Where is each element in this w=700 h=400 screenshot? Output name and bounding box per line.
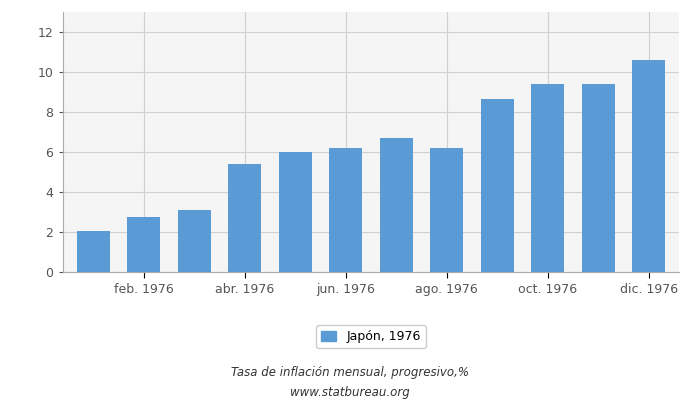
Legend: Japón, 1976: Japón, 1976: [316, 325, 426, 348]
Bar: [430, 148, 463, 272]
Bar: [127, 217, 160, 272]
Bar: [380, 138, 413, 272]
Bar: [228, 164, 261, 272]
Bar: [481, 99, 514, 272]
Bar: [582, 84, 615, 272]
Bar: [632, 60, 665, 272]
Bar: [279, 152, 312, 272]
Bar: [329, 148, 362, 272]
Bar: [77, 231, 110, 272]
Text: Tasa de inflación mensual, progresivo,%: Tasa de inflación mensual, progresivo,%: [231, 366, 469, 379]
Bar: [531, 84, 564, 272]
Bar: [178, 210, 211, 272]
Text: www.statbureau.org: www.statbureau.org: [290, 386, 410, 399]
